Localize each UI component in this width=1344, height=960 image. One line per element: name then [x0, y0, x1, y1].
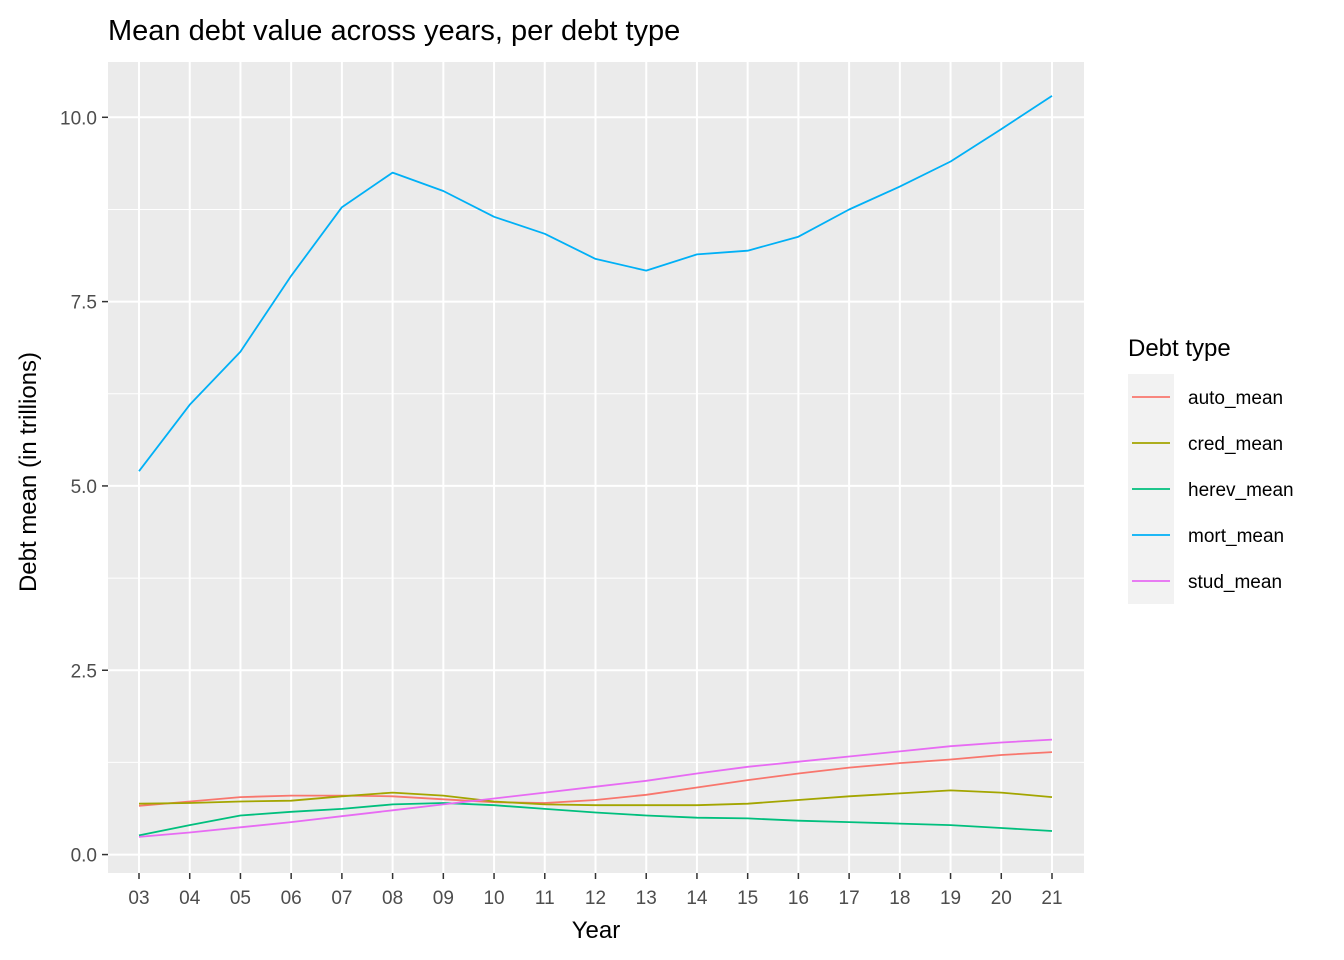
- x-tick-label: 11: [535, 888, 555, 909]
- series-line-stud_mean: [138, 738, 1053, 838]
- y-tick-label: 0.0: [71, 846, 97, 867]
- x-tick-label: 20: [991, 888, 1012, 909]
- x-tick-label: 09: [433, 888, 454, 909]
- y-axis-title: Debt mean (in trillions): [15, 352, 42, 592]
- chart-title: Mean debt value across years, per debt t…: [108, 15, 680, 47]
- x-tick-label: 07: [331, 888, 352, 909]
- x-tick-label: 04: [179, 888, 201, 909]
- series-line-cred_mean: [138, 789, 1053, 807]
- legend-label-herev_mean: herev_mean: [1188, 480, 1294, 501]
- x-tick-label: 12: [585, 888, 606, 909]
- x-tick-label: 15: [737, 888, 758, 909]
- legend-label-cred_mean: cred_mean: [1188, 434, 1283, 455]
- x-axis-title: Year: [572, 917, 621, 944]
- x-tick-label: 17: [839, 888, 860, 909]
- x-axis: 03 04 05 06 07 08 09 10 11 12 13 14 15 16 17 18 19 20 21: [128, 873, 1063, 909]
- x-tick-label: 06: [281, 888, 302, 909]
- series-lines: [138, 95, 1053, 838]
- legend-label-auto_mean: auto_mean: [1188, 388, 1283, 409]
- series-line-mort_mean: [138, 95, 1053, 472]
- legend-title: Debt type: [1128, 335, 1231, 362]
- x-tick-label: 16: [788, 888, 809, 909]
- x-tick-label: 21: [1041, 888, 1062, 909]
- x-tick-label: 18: [889, 888, 910, 909]
- x-tick-label: 03: [128, 888, 149, 909]
- y-tick-label: 10.0: [60, 108, 97, 129]
- series-line-herev_mean: [138, 802, 1053, 837]
- y-tick-label: 5.0: [71, 477, 97, 498]
- major-gridlines: [108, 62, 1084, 873]
- legend: Debt type auto_mean cred_mean herev_meanmo…: [1128, 335, 1294, 604]
- y-tick-label: 2.5: [71, 661, 97, 682]
- x-tick-label: 10: [483, 888, 504, 909]
- x-tick-label: 05: [230, 888, 251, 909]
- x-tick-label: 14: [686, 888, 708, 909]
- y-tick-label: 7.5: [71, 293, 97, 314]
- x-tick-label: 08: [382, 888, 403, 909]
- y-axis: 0.0 2.5 5.0 7.5 10.0: [60, 108, 108, 867]
- legend-label-mort_mean: mort_mean: [1188, 526, 1284, 547]
- series-line-auto_mean: [138, 751, 1053, 807]
- legend-label-stud_mean: stud_mean: [1188, 572, 1282, 593]
- x-tick-label: 19: [940, 888, 961, 909]
- x-tick-label: 13: [636, 888, 657, 909]
